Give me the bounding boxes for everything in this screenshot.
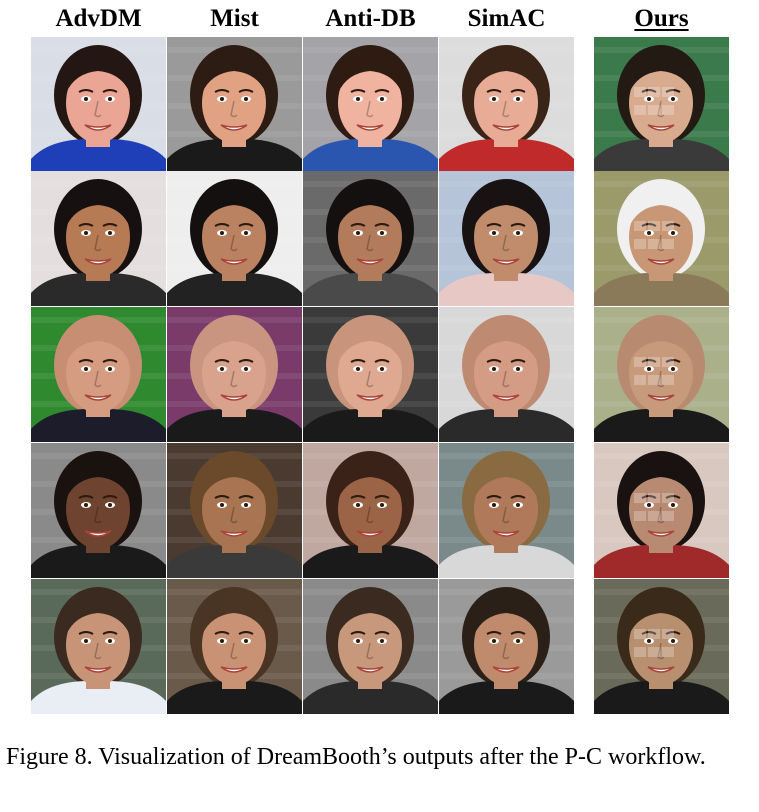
portrait-r5-anti-db: [303, 579, 438, 714]
portrait-r5-ours: [594, 579, 729, 714]
portrait-r3-simac: [439, 307, 574, 442]
portrait-r2-ours: [594, 171, 729, 306]
portrait-r1-ours: [594, 37, 729, 172]
portrait-r4-advdm: [31, 443, 166, 578]
portrait-r1-mist: [167, 37, 302, 172]
column-header-anti-db: Anti-DB: [325, 5, 416, 32]
figure-caption: Figure 8. Visualization of DreamBooth’s …: [6, 744, 706, 770]
column-header-ours: Ours: [634, 5, 689, 32]
portrait-r4-mist: [167, 443, 302, 578]
portrait-r2-simac: [439, 171, 574, 306]
portrait-r5-simac: [439, 579, 574, 714]
portrait-r4-simac: [439, 443, 574, 578]
column-header-mist: Mist: [210, 5, 259, 32]
portrait-r4-ours: [594, 443, 729, 578]
portrait-r3-anti-db: [303, 307, 438, 442]
column-header-advdm: AdvDM: [55, 5, 142, 32]
portrait-r2-anti-db: [303, 171, 438, 306]
portrait-r3-ours: [594, 307, 729, 442]
portrait-r1-advdm: [31, 37, 166, 172]
portrait-r1-anti-db: [303, 37, 438, 172]
column-header-simac: SimAC: [467, 5, 546, 32]
portrait-r5-advdm: [31, 579, 166, 714]
portrait-r4-anti-db: [303, 443, 438, 578]
portrait-r3-advdm: [31, 307, 166, 442]
portrait-r5-mist: [167, 579, 302, 714]
portrait-r2-advdm: [31, 171, 166, 306]
portrait-r1-simac: [439, 37, 574, 172]
portrait-r3-mist: [167, 307, 302, 442]
portrait-r2-mist: [167, 171, 302, 306]
